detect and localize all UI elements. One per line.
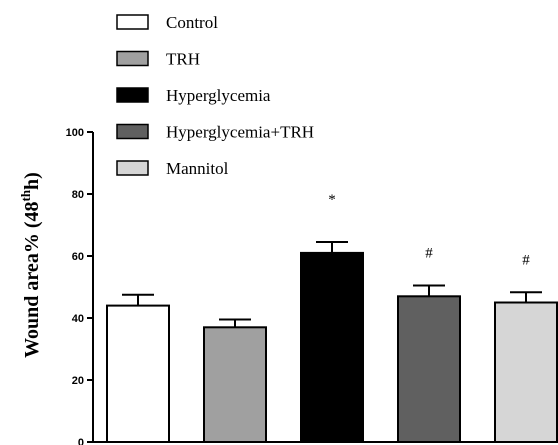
y-ticks: 0 20 40 60 80 100 — [66, 127, 93, 445]
significance-annotation: * — [328, 192, 336, 208]
y-axis-title-superscript: th — [18, 189, 33, 201]
legend-label: TRH — [166, 50, 200, 69]
bar — [494, 301, 558, 443]
y-tick-label: 100 — [66, 127, 84, 139]
y-tick-label: 0 — [78, 437, 84, 445]
y-axis-title-prefix: Wound area% (48 — [21, 202, 43, 358]
error-bars — [122, 241, 542, 328]
legend-swatch — [116, 123, 149, 140]
y-tick-label: 20 — [72, 375, 84, 387]
bar — [203, 326, 267, 443]
y-axis-label: Wound area% (48thh) — [18, 172, 43, 358]
y-tick-label: 80 — [72, 189, 84, 201]
y-tick-label: 40 — [72, 313, 84, 325]
significance-annotation: # — [522, 252, 530, 268]
legend-swatch — [116, 14, 149, 30]
y-axis-title: Wound area% (48thh) — [18, 172, 43, 358]
bar — [106, 304, 170, 443]
legend-label: Control — [166, 13, 218, 32]
legend: Control TRH Hyperglycemia Hyperglycemia+TRH… — [116, 13, 314, 178]
bars — [106, 251, 558, 443]
y-tick-label: 60 — [72, 251, 84, 263]
legend-label: Hyperglycemia+TRH — [166, 123, 314, 142]
bar — [397, 295, 461, 443]
legend-swatch — [116, 160, 149, 176]
legend-label: Mannitol — [166, 159, 229, 178]
legend-swatch — [116, 50, 149, 67]
bar — [300, 251, 364, 443]
legend-label: Hyperglycemia — [166, 86, 271, 105]
annotations: * # # — [328, 192, 530, 268]
significance-annotation: # — [425, 245, 433, 261]
y-axis-title-suffix: h) — [21, 172, 43, 190]
legend-swatch — [116, 87, 149, 103]
